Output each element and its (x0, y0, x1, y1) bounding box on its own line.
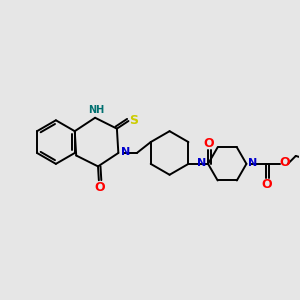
Text: O: O (94, 181, 105, 194)
Text: O: O (280, 156, 290, 170)
Text: O: O (262, 178, 272, 191)
Text: N: N (248, 158, 257, 168)
Text: S: S (129, 113, 138, 127)
Text: N: N (197, 158, 207, 168)
Text: O: O (204, 136, 214, 150)
Text: NH: NH (88, 105, 104, 115)
Text: N: N (121, 147, 130, 157)
